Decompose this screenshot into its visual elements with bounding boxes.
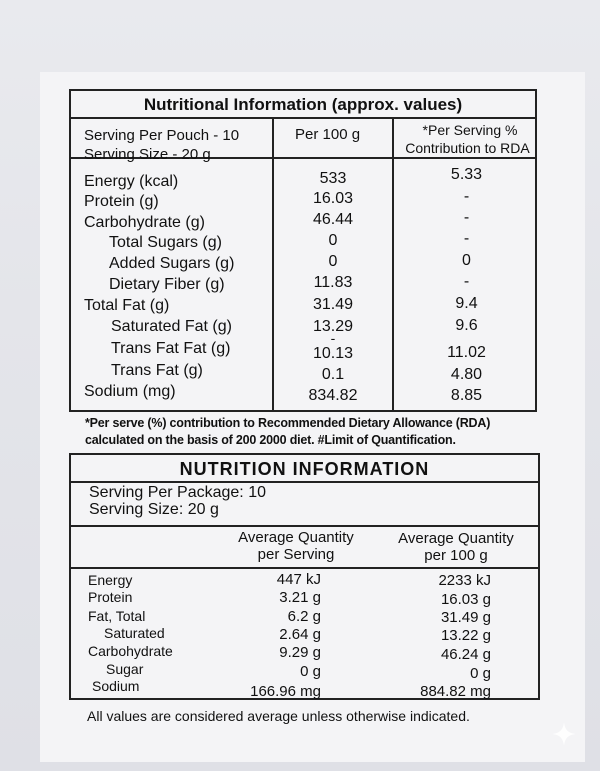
table1-title: Nutritional Information (approx. values) [143, 95, 463, 114]
table1-rda-value: 8.85 [450, 387, 483, 404]
table1-per100-marker: - [330, 330, 336, 346]
table1-row-label: Dietary Fiber (g) [109, 276, 225, 293]
table1-rda-value: - [463, 230, 470, 247]
table2-per100-value: 0 g [470, 665, 491, 682]
table2-row-label: Protein [88, 589, 133, 605]
table1-col-rda-line2: Contribution to RDA [405, 140, 530, 156]
table1-per100-value: 16.03 [312, 190, 354, 207]
table1-per100-value: 0.1 [321, 366, 345, 383]
table2-serving-value: 0 g [300, 663, 321, 680]
table1-row-label: Trans Fat Fat (g) [111, 340, 231, 357]
table2-serving-per-package: Serving Per Package: 10 [89, 484, 266, 501]
label-card [40, 72, 585, 762]
table2-col-100-line1: Average Quantity [398, 530, 514, 547]
table1-row-label: Trans Fat (g) [111, 362, 203, 379]
table2-row-label: Carbohydrate [88, 643, 173, 659]
table2-serving-value: 447 kJ [276, 571, 321, 588]
table2-title: NUTRITION INFORMATION [179, 459, 430, 479]
table2-row-label: Fat, Total [88, 608, 146, 624]
table1-row-label: Added Sugars (g) [109, 255, 235, 272]
table1-per100-value: 834.82 [308, 387, 358, 404]
table2-row-label: Saturated [104, 625, 165, 641]
table1-row-label: Total Fat (g) [84, 297, 170, 314]
table2-col-100-line2: per 100 g [424, 547, 488, 564]
table1-rda-value: 5.33 [450, 166, 483, 183]
table2-row-label: Energy [88, 572, 133, 588]
table2-serving-value: 3.21 g [279, 589, 321, 606]
table2-serving-size: Serving Size: 20 g [89, 501, 219, 518]
table2-header-divider [71, 567, 538, 569]
table1-per100-value: 0 [328, 253, 338, 270]
table1-rda-value: - [463, 273, 470, 290]
table2-per100-value: 884.82 mg [420, 683, 491, 700]
table2-col-serving-line2: per Serving [257, 546, 335, 563]
nutritional-information-table: Nutritional Information (approx. values)… [69, 89, 537, 412]
table1-per100-value: 533 [319, 170, 347, 187]
table1-per100-value: 11.83 [313, 274, 353, 291]
table2-title-divider [71, 481, 538, 483]
nutrition-information-table: NUTRITION INFORMATION Serving Per Packag… [69, 453, 540, 700]
table1-serving-per-pouch: Serving Per Pouch - 10 [84, 127, 240, 144]
table1-serving-size: Serving Size - 20 g [84, 146, 211, 163]
table2-per100-value: 2233 kJ [438, 572, 491, 589]
table2-serving-value: 166.96 mg [250, 683, 321, 700]
table1-rda-value: 9.6 [455, 317, 478, 334]
table1-header-divider [71, 157, 535, 159]
table1-per100-value: 0 [328, 232, 338, 249]
table1-rda-value: - [463, 209, 470, 226]
table1-row-label: Carbohydrate (g) [84, 214, 205, 231]
table1-per100-value: 10.13 [312, 345, 354, 362]
table1-title-bar: Nutritional Information (approx. values) [71, 91, 535, 119]
table1-per100-value: 31.49 [312, 296, 354, 313]
table2-serving-value: 9.29 g [279, 644, 321, 661]
table2-col-serving-line1: Average Quantity [238, 529, 354, 546]
table2-per100-value: 16.03 g [440, 591, 491, 608]
table2-serving-value: 6.2 g [287, 608, 321, 625]
table1-per100-value: 13.29 [312, 318, 354, 335]
table1-rda-value: 9.4 [455, 295, 478, 312]
table1-footnote-line2: calculated on the basis of 200 2000 diet… [85, 433, 456, 447]
table1-footnote-line1: *Per serve (%) contribution to Recommend… [85, 416, 491, 430]
table1-row-label: Energy (kcal) [84, 173, 179, 190]
table1-rda-value: 4.80 [450, 366, 483, 383]
table2-per100-value: 31.49 g [440, 609, 491, 626]
table1-rda-value: 11.02 [447, 344, 486, 361]
table2-per100-value: 13.22 g [440, 627, 491, 644]
table2-per100-value: 46.24 g [440, 646, 491, 663]
table1-col-per100: Per 100 g [295, 126, 361, 143]
table1-row-label: Sodium (mg) [84, 383, 176, 400]
table2-row-label: Sodium [92, 678, 140, 694]
table1-col-divider-2 [392, 117, 394, 410]
table1-rda-value: - [463, 188, 470, 205]
table2-footnote: All values are considered average unless… [87, 708, 470, 724]
table1-per100-value: 46.44 [312, 211, 354, 228]
table1-row-label: Protein (g) [84, 193, 159, 210]
table1-col-rda-line1: *Per Serving % [422, 122, 518, 138]
table1-row-label: Saturated Fat (g) [111, 318, 232, 335]
table1-col-divider-1 [272, 117, 274, 410]
table2-row-label: Sugar [106, 661, 144, 677]
table1-rda-value: 0 [462, 252, 471, 269]
table2-serving-divider [71, 525, 538, 527]
sparkle-icon [552, 722, 576, 746]
table1-row-label: Total Sugars (g) [109, 234, 222, 251]
table2-serving-value: 2.64 g [279, 626, 321, 643]
